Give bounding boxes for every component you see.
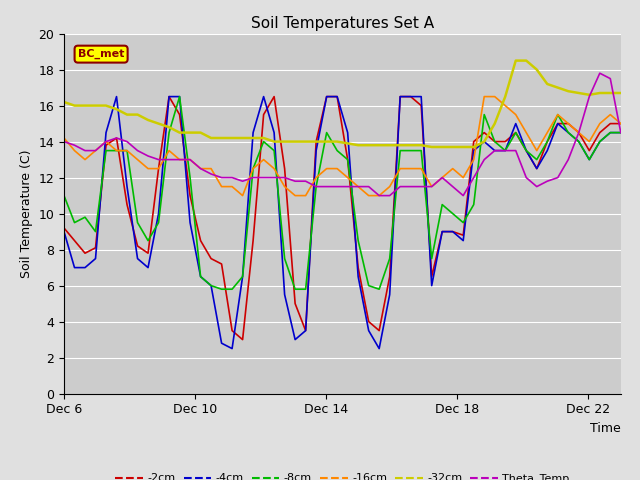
Title: Soil Temperatures Set A: Soil Temperatures Set A [251,16,434,31]
X-axis label: Time: Time [590,422,621,435]
Y-axis label: Soil Temperature (C): Soil Temperature (C) [20,149,33,278]
Legend: -2cm, -4cm, -8cm, -16cm, -32cm, Theta_Temp: -2cm, -4cm, -8cm, -16cm, -32cm, Theta_Te… [111,469,574,480]
Text: BC_met: BC_met [78,49,124,59]
